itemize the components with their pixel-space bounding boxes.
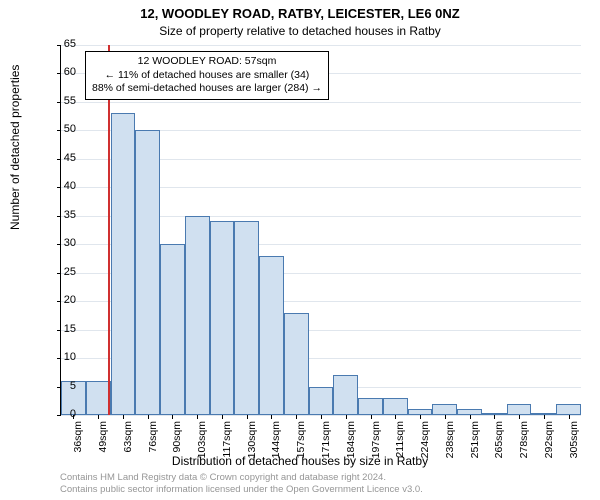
histogram-bar (432, 404, 457, 415)
annotation-line: ← 11% of detached houses are smaller (34… (92, 69, 322, 83)
y-tick-label: 35 (46, 209, 76, 221)
y-tick-label: 10 (46, 351, 76, 363)
histogram-bar (234, 221, 259, 415)
y-axis-label: Number of detached properties (8, 65, 22, 230)
y-tick-label: 5 (46, 380, 76, 392)
histogram-bar (333, 375, 358, 415)
annotation-line: 12 WOODLEY ROAD: 57sqm (92, 55, 322, 69)
histogram-bar (259, 256, 284, 415)
histogram-bar (284, 313, 309, 415)
annotation-line: 88% of semi-detached houses are larger (… (92, 82, 322, 96)
histogram-bar (358, 398, 383, 415)
histogram-bar (160, 244, 185, 415)
property-marker-line (108, 45, 110, 415)
gridline (61, 45, 581, 46)
y-tick-label: 25 (46, 266, 76, 278)
y-tick-label: 55 (46, 95, 76, 107)
histogram-bar (556, 404, 581, 415)
annotation-box: 12 WOODLEY ROAD: 57sqm← 11% of detached … (85, 51, 329, 100)
histogram-bar (309, 387, 334, 415)
x-axis-label: Distribution of detached houses by size … (0, 454, 600, 468)
histogram-bar (185, 216, 210, 415)
histogram-bar (507, 404, 532, 415)
histogram-bar (383, 398, 408, 415)
histogram-bar (86, 381, 111, 415)
chart-title-sub: Size of property relative to detached ho… (0, 24, 600, 38)
y-tick-label: 45 (46, 152, 76, 164)
y-tick-label: 30 (46, 237, 76, 249)
plot-area: 12 WOODLEY ROAD: 57sqm← 11% of detached … (60, 45, 581, 416)
chart-container: 12, WOODLEY ROAD, RATBY, LEICESTER, LE6 … (0, 0, 600, 500)
y-tick-label: 50 (46, 123, 76, 135)
y-tick-label: 0 (46, 408, 76, 420)
histogram-bar (111, 113, 136, 415)
y-tick-label: 15 (46, 323, 76, 335)
y-tick-label: 60 (46, 66, 76, 78)
histogram-bar (210, 221, 235, 415)
footer-attribution: Contains HM Land Registry data © Crown c… (60, 472, 423, 496)
footer-line-2: Contains public sector information licen… (60, 484, 423, 496)
chart-title-main: 12, WOODLEY ROAD, RATBY, LEICESTER, LE6 … (0, 6, 600, 21)
y-tick-label: 20 (46, 294, 76, 306)
y-tick-label: 40 (46, 180, 76, 192)
footer-line-1: Contains HM Land Registry data © Crown c… (60, 472, 423, 484)
y-tick-label: 65 (46, 38, 76, 50)
gridline (61, 102, 581, 103)
histogram-bar (135, 130, 160, 415)
